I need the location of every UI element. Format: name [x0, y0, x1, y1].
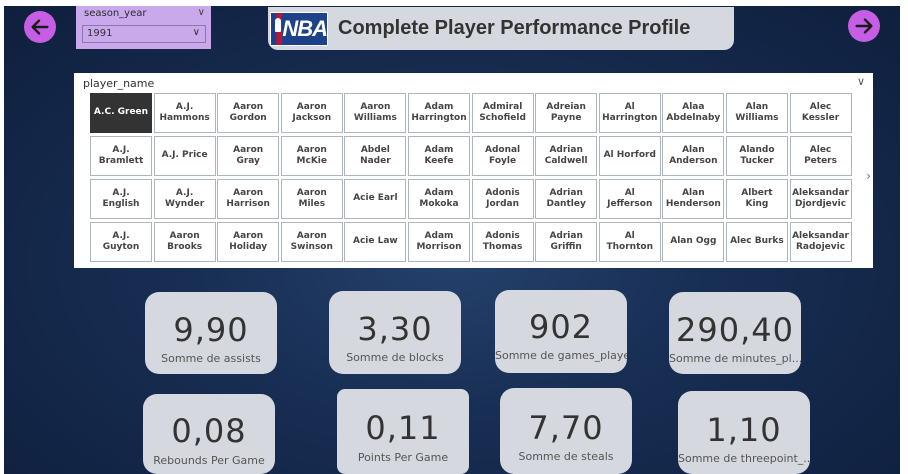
player-tile[interactable]: Alec Kessler [789, 93, 852, 133]
player-tile[interactable]: Adonis Thomas [471, 222, 534, 262]
player-tile[interactable]: Aaron Harrison [217, 179, 280, 219]
player-tile[interactable]: A.J. Wynder [153, 179, 216, 219]
kpi-value: 7,70 [528, 409, 604, 447]
arrow-left-icon [31, 19, 49, 35]
player-tile[interactable]: Admiral Schofield [471, 93, 534, 133]
player-tile[interactable]: Aaron Miles [280, 179, 343, 219]
season-year-label: season_year [84, 8, 147, 19]
player-tile[interactable]: Aleksandar Radojevic [789, 222, 852, 262]
chevron-right-icon[interactable]: › [866, 169, 871, 183]
player-tile[interactable]: Adrian Griffin [535, 222, 598, 262]
kpi-caption: Somme de threepoint_... [678, 452, 810, 465]
arrow-right-icon [855, 18, 873, 34]
kpi-card-blocks: 3,30 Somme de blocks [329, 291, 461, 374]
kpi-caption: Rebounds Per Game [153, 454, 265, 467]
player-tile[interactable]: Adrian Dantley [535, 179, 598, 219]
chevron-down-icon[interactable]: ∨ [192, 27, 200, 38]
player-tile[interactable]: Aaron Williams [344, 93, 407, 133]
player-name-slicer: player_name ∨ A.C. Green A.J. Hammons Aaro… [74, 73, 873, 268]
player-name-label: player_name [83, 77, 155, 90]
player-tile[interactable]: Acie Law [344, 222, 407, 262]
kpi-caption: Somme de steals [518, 450, 614, 463]
title-bar: NBA Complete Player Performance Profile [268, 7, 734, 50]
player-tile[interactable]: Adam Harrington [407, 93, 470, 133]
nba-logo-silhouette [271, 12, 283, 45]
kpi-card-assists: 9,90 Somme de assists [145, 292, 277, 374]
player-tile[interactable]: Alan Henderson [662, 179, 725, 219]
player-tile[interactable]: Aleksandar Djordjevic [789, 179, 852, 219]
player-tile[interactable]: Adreian Payne [535, 93, 598, 133]
kpi-value: 290,40 [676, 311, 794, 349]
player-tile[interactable]: Adonal Foyle [471, 136, 534, 176]
player-tile[interactable]: Adam Morrison [407, 222, 470, 262]
player-tile[interactable]: Adonis Jordan [471, 179, 534, 219]
player-tile[interactable]: Alan Williams [725, 93, 788, 133]
kpi-value: 0,11 [365, 409, 441, 447]
kpi-card-games-played: 902 Somme de games_played [495, 290, 627, 373]
kpi-value: 0,08 [171, 412, 247, 450]
kpi-card-steals: 7,70 Somme de steals [500, 388, 632, 474]
chevron-down-icon[interactable]: ∨ [856, 75, 865, 88]
kpi-value: 3,30 [357, 310, 433, 348]
season-year-dropdown[interactable]: 1991 ∨ [82, 25, 206, 43]
player-tile[interactable]: A.J. Hammons [153, 93, 216, 133]
kpi-caption: Somme de minutes_pl... [669, 352, 801, 365]
nba-logo: NBA [270, 11, 328, 46]
player-tile[interactable]: Adam Keefe [407, 136, 470, 176]
player-tile[interactable]: Acie Earl [344, 179, 407, 219]
player-tile[interactable]: Aaron Gordon [217, 93, 280, 133]
kpi-card-points-per-game: 0,11 Points Per Game [337, 389, 469, 474]
kpi-caption: Somme de games_played [495, 349, 627, 362]
player-tile[interactable]: A.J. Bramlett [90, 136, 152, 176]
player-tile[interactable]: Aaron Swinson [280, 222, 343, 262]
kpi-value: 902 [528, 308, 594, 346]
player-tile[interactable]: Al Thornton [598, 222, 661, 262]
player-tile[interactable]: A.C. Green [90, 93, 152, 133]
kpi-caption: Somme de blocks [346, 351, 444, 364]
player-tile[interactable]: Aaron Jackson [280, 93, 343, 133]
player-tile-grid: A.C. Green A.J. Hammons Aaron Gordon Aaron … [90, 93, 857, 262]
season-year-value: 1991 [87, 28, 113, 39]
kpi-card-threepoint: 1,10 Somme de threepoint_... [678, 391, 810, 474]
report-canvas: season_year ∨ 1991 ∨ NBA Complete Player… [4, 6, 900, 474]
player-tile[interactable]: A.J. Guyton [90, 222, 152, 262]
kpi-value: 1,10 [706, 411, 782, 449]
player-tile[interactable]: A.J. English [90, 179, 152, 219]
season-year-slicer[interactable]: season_year ∨ 1991 ∨ [76, 6, 211, 49]
player-tile[interactable]: Aaron Holiday [217, 222, 280, 262]
kpi-caption: Somme de assists [161, 352, 261, 365]
kpi-card-minutes-played: 290,40 Somme de minutes_pl... [669, 292, 801, 374]
page-title: Complete Player Performance Profile [338, 17, 691, 39]
kpi-card-rebounds-per-game: 0,08 Rebounds Per Game [143, 394, 275, 474]
player-tile[interactable]: Aaron Brooks [153, 222, 216, 262]
player-tile[interactable]: Al Harrington [598, 93, 661, 133]
player-tile[interactable]: Albert King [725, 179, 788, 219]
player-tile[interactable]: Adam Mokoka [407, 179, 470, 219]
player-tile[interactable]: A.J. Price [153, 136, 216, 176]
player-tile[interactable]: Adrian Caldwell [535, 136, 598, 176]
player-tile[interactable]: Alaa Abdelnaby [662, 93, 725, 133]
kpi-value: 9,90 [173, 311, 249, 349]
player-tile[interactable]: Al Jefferson [598, 179, 661, 219]
player-tile[interactable]: Alec Burks [725, 222, 788, 262]
player-tile[interactable]: Aaron Gray [217, 136, 280, 176]
player-tile[interactable]: Abdel Nader [344, 136, 407, 176]
player-tile[interactable]: Al Horford [598, 136, 661, 176]
nba-logo-text: NBA [282, 12, 328, 45]
player-tile[interactable]: Alan Anderson [662, 136, 725, 176]
player-tile[interactable]: Alando Tucker [725, 136, 788, 176]
player-tile[interactable]: Alan Ogg [662, 222, 725, 262]
next-button[interactable] [848, 10, 880, 42]
chevron-down-icon[interactable]: ∨ [197, 7, 205, 18]
player-tile[interactable]: Aaron McKie [280, 136, 343, 176]
player-tile[interactable]: Alec Peters [789, 136, 852, 176]
back-button[interactable] [24, 11, 56, 43]
kpi-caption: Points Per Game [357, 451, 449, 464]
